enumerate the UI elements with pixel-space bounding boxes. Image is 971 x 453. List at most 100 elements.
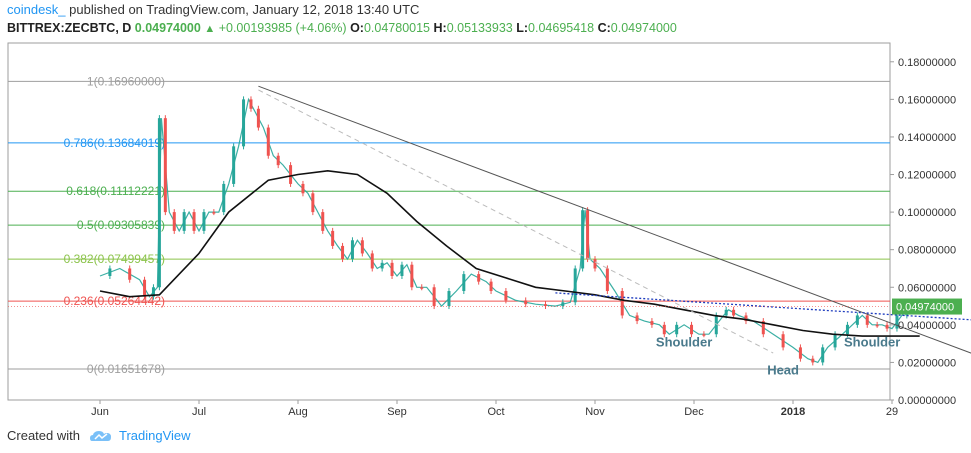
x-tick-label: 29 <box>886 406 898 418</box>
candle <box>192 212 196 231</box>
candle <box>620 291 624 316</box>
candle <box>781 334 785 348</box>
candle <box>232 146 236 184</box>
candle <box>761 321 765 335</box>
y-tick-label: 0.14000000 <box>898 132 956 144</box>
candle <box>256 108 260 128</box>
chart-header-author: coindesk_ published on TradingView.com, … <box>7 2 419 17</box>
candle <box>714 315 718 335</box>
y-tick-label: 0.02000000 <box>898 357 956 369</box>
y-tick-label: 0.10000000 <box>898 207 956 219</box>
y-tick-label: 0.04000000 <box>898 320 956 332</box>
candle <box>675 324 679 335</box>
fib-level-label: 0.618(0.11112221) <box>66 184 165 198</box>
last-price: 0.04974000 <box>134 21 201 35</box>
candle <box>360 240 364 254</box>
candle <box>504 291 508 301</box>
symbol-label: BITTREX:ZECBTC, D <box>7 21 132 35</box>
trend-line-dotted <box>555 292 971 321</box>
candle <box>489 281 493 292</box>
fib-level-label: 1(0.16960000) <box>87 74 165 88</box>
fib-levels: 1(0.16960000) 0.786(0.13684019) 0.618(0.11… <box>8 74 890 376</box>
y-tick-label: 0.16000000 <box>898 94 956 106</box>
candle <box>605 268 609 292</box>
candle <box>212 212 216 214</box>
candle <box>321 212 325 231</box>
y-tick-label: 0.08000000 <box>898 245 956 257</box>
candle <box>650 321 654 325</box>
chart-header-quote: BITTREX:ZECBTC, D 0.04974000 ▲ +0.001939… <box>7 21 677 35</box>
candle <box>350 240 354 260</box>
trend-line-dashed <box>258 89 774 354</box>
x-tick-label: Oct <box>487 406 504 418</box>
candle <box>447 291 451 307</box>
x-tick-label: Nov <box>585 406 605 418</box>
fib-level-label: 0.236(0.05264442) <box>64 294 165 308</box>
candle <box>821 347 825 363</box>
y-tick-label: 0.18000000 <box>898 57 956 69</box>
close-value: 0.04974000 <box>610 21 677 35</box>
tradingview-cloud-icon <box>89 430 111 441</box>
candle <box>311 193 315 213</box>
y-tick-label: 0.00000000 <box>898 395 956 407</box>
open-label: O: <box>350 21 364 35</box>
candle <box>744 315 748 322</box>
candle <box>811 358 815 363</box>
candle <box>380 262 384 269</box>
candle <box>400 264 404 276</box>
last-price-badge <box>892 298 962 315</box>
candle <box>157 118 161 288</box>
candle <box>242 99 246 147</box>
y-tick-label: 0.12000000 <box>898 170 956 182</box>
fib-level-label: 0.786(0.13684019) <box>64 136 165 150</box>
candle <box>833 334 837 348</box>
candle <box>249 99 253 109</box>
candle <box>798 347 802 359</box>
candle <box>662 324 666 335</box>
candle <box>561 302 565 307</box>
x-tick-label: 2018 <box>781 406 805 418</box>
last-price-badge-label: 0.04974000 <box>896 302 954 314</box>
candle <box>222 183 226 213</box>
candle <box>370 253 374 269</box>
candle <box>331 230 335 246</box>
price-chart[interactable]: 1(0.16960000) 0.786(0.13684019) 0.618(0.11… <box>0 40 971 420</box>
candle <box>289 165 293 184</box>
tradingview-link[interactable]: TradingView <box>119 428 191 443</box>
pattern-label: Shoulder <box>656 334 712 349</box>
candle <box>108 268 112 276</box>
candle <box>885 324 889 329</box>
candle <box>462 274 466 292</box>
low-label: L: <box>516 21 529 35</box>
price-series <box>99 96 920 366</box>
candle <box>635 315 639 322</box>
y-axis: 0.18000000 0.16000000 0.14000000 0.12000000… <box>890 57 956 407</box>
candle <box>301 183 305 194</box>
candle <box>581 210 585 269</box>
fib-level-label: 0.382(0.07499457) <box>64 252 165 266</box>
y-tick-label: 0.06000000 <box>898 282 956 294</box>
x-tick-label: Sep <box>387 406 407 418</box>
footer: Created with TradingView <box>7 428 191 444</box>
candle <box>390 262 394 276</box>
x-axis: Jun Jul Aug Sep Oct Nov Dec 2018 29 <box>91 400 898 418</box>
candle <box>593 259 597 269</box>
candle <box>544 304 547 307</box>
moving-average-line <box>99 169 920 337</box>
candle <box>573 268 577 303</box>
candle <box>845 324 849 335</box>
candle <box>724 309 728 316</box>
candle <box>690 324 694 335</box>
close-label: C: <box>597 21 611 35</box>
x-tick-label: Aug <box>288 406 308 418</box>
high-label: H: <box>433 21 447 35</box>
author-link[interactable]: coindesk_ <box>7 2 66 17</box>
candle <box>341 245 345 260</box>
candle <box>432 287 436 307</box>
price-change: +0.00193985 (+4.06%) <box>218 21 347 35</box>
fib-level-label: 0.5(0.09305839) <box>77 218 165 232</box>
candle <box>143 279 147 297</box>
candle <box>410 264 414 288</box>
candle <box>266 127 270 156</box>
candle <box>202 212 206 231</box>
